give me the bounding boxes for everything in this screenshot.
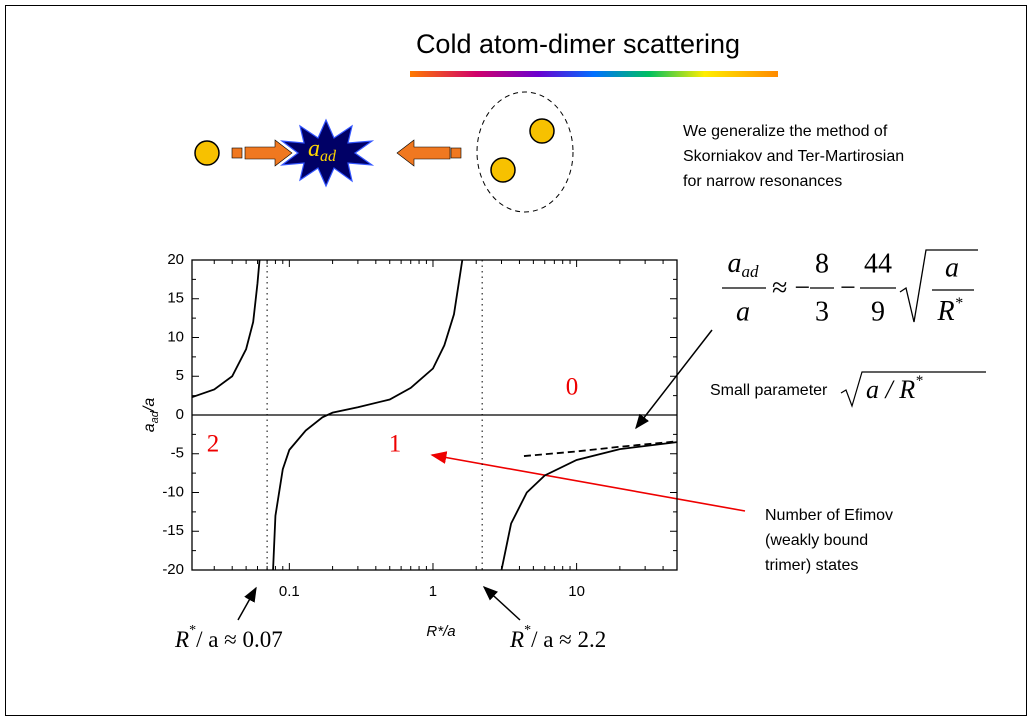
r: R — [936, 296, 954, 327]
data-line — [500, 441, 678, 571]
ann-sup: * — [189, 623, 196, 638]
region-label: 1 — [389, 431, 402, 458]
f-sub: ad — [742, 262, 760, 281]
slide-border — [5, 5, 1027, 716]
ann-main: R — [509, 627, 524, 652]
y-tick-label: -10 — [162, 483, 184, 500]
y-tick-label: 15 — [167, 290, 184, 307]
ann-main: R — [174, 627, 189, 652]
data-line — [272, 259, 464, 571]
y-tick-label: 10 — [167, 328, 184, 345]
formula-n: 44 — [864, 248, 892, 279]
y-main: a — [141, 423, 158, 432]
plot-frame — [191, 259, 678, 571]
y-tick-label: -5 — [171, 445, 184, 462]
data-line — [191, 259, 261, 399]
ann-rest: / a ≈ 2.2 — [531, 627, 606, 652]
small-parameter: Small parameter — [710, 382, 828, 399]
annotation-arrow — [237, 586, 257, 621]
formula-arrow — [635, 329, 713, 430]
sup: * — [955, 295, 963, 312]
y-sub: ad — [149, 410, 161, 423]
y-axis-label: aad/a — [141, 398, 161, 433]
formula-minus: − — [840, 272, 856, 303]
slide-title: Cold atom-dimer scattering — [416, 29, 740, 59]
root-num: a — [945, 252, 959, 283]
efimov-arrow — [430, 451, 746, 512]
y-tick-label: 0 — [176, 406, 184, 423]
f-a: a — [728, 248, 742, 279]
y-tick-label: 5 — [176, 367, 184, 384]
x-axis-label: R*/a — [426, 623, 455, 640]
annotation-arrow — [482, 585, 521, 621]
formula-n: 8 — [815, 248, 829, 279]
intro-line: for narrow resonances — [683, 173, 842, 190]
y-rest: /a — [141, 398, 158, 412]
formula-d: 3 — [815, 296, 829, 327]
ann-rest: / a ≈ 0.07 — [196, 627, 283, 652]
intro-line: We generalize the method of — [683, 123, 888, 140]
y-tick-label: -20 — [162, 561, 184, 578]
efimov-note: (weakly bound — [765, 532, 868, 549]
y-tick-label: 20 — [167, 251, 184, 268]
label-sub: ad — [320, 148, 337, 165]
region-label: 0 — [566, 374, 579, 401]
ann-sup: * — [524, 623, 531, 638]
label-main: a — [308, 136, 320, 162]
data-line — [523, 440, 678, 457]
x-tick-label: 1 — [429, 583, 437, 600]
annotation: R*/ a ≈ 0.07 — [174, 623, 283, 652]
root-den: R* — [936, 295, 962, 328]
efimov-note: Number of Efimov — [765, 507, 893, 524]
sup: * — [915, 373, 923, 389]
y-tick-label: -15 — [162, 522, 184, 539]
annotation: R*/ a ≈ 2.2 — [509, 623, 606, 652]
x-tick-label: 0.1 — [279, 583, 300, 600]
region-label: 2 — [207, 431, 220, 458]
root: a / R — [866, 375, 915, 404]
title-underline — [410, 71, 778, 77]
formula-d: 9 — [871, 296, 885, 327]
formula-num: aad — [728, 248, 760, 280]
efimov-note: trimer) states — [765, 557, 858, 574]
diagram-label: aad — [308, 136, 337, 165]
intro-line: Skorniakov and Ter-Martirosian — [683, 148, 904, 165]
formula-den: a — [736, 296, 750, 327]
formula: aad a ≈ − 8 3 − 44 9 a R* — [722, 248, 978, 327]
scattering-diagram: aad — [194, 91, 574, 213]
x-tick-label: 10 — [568, 583, 585, 600]
formula-approx: ≈ − — [772, 272, 810, 303]
small-parameter-root: a / R* — [866, 373, 923, 404]
